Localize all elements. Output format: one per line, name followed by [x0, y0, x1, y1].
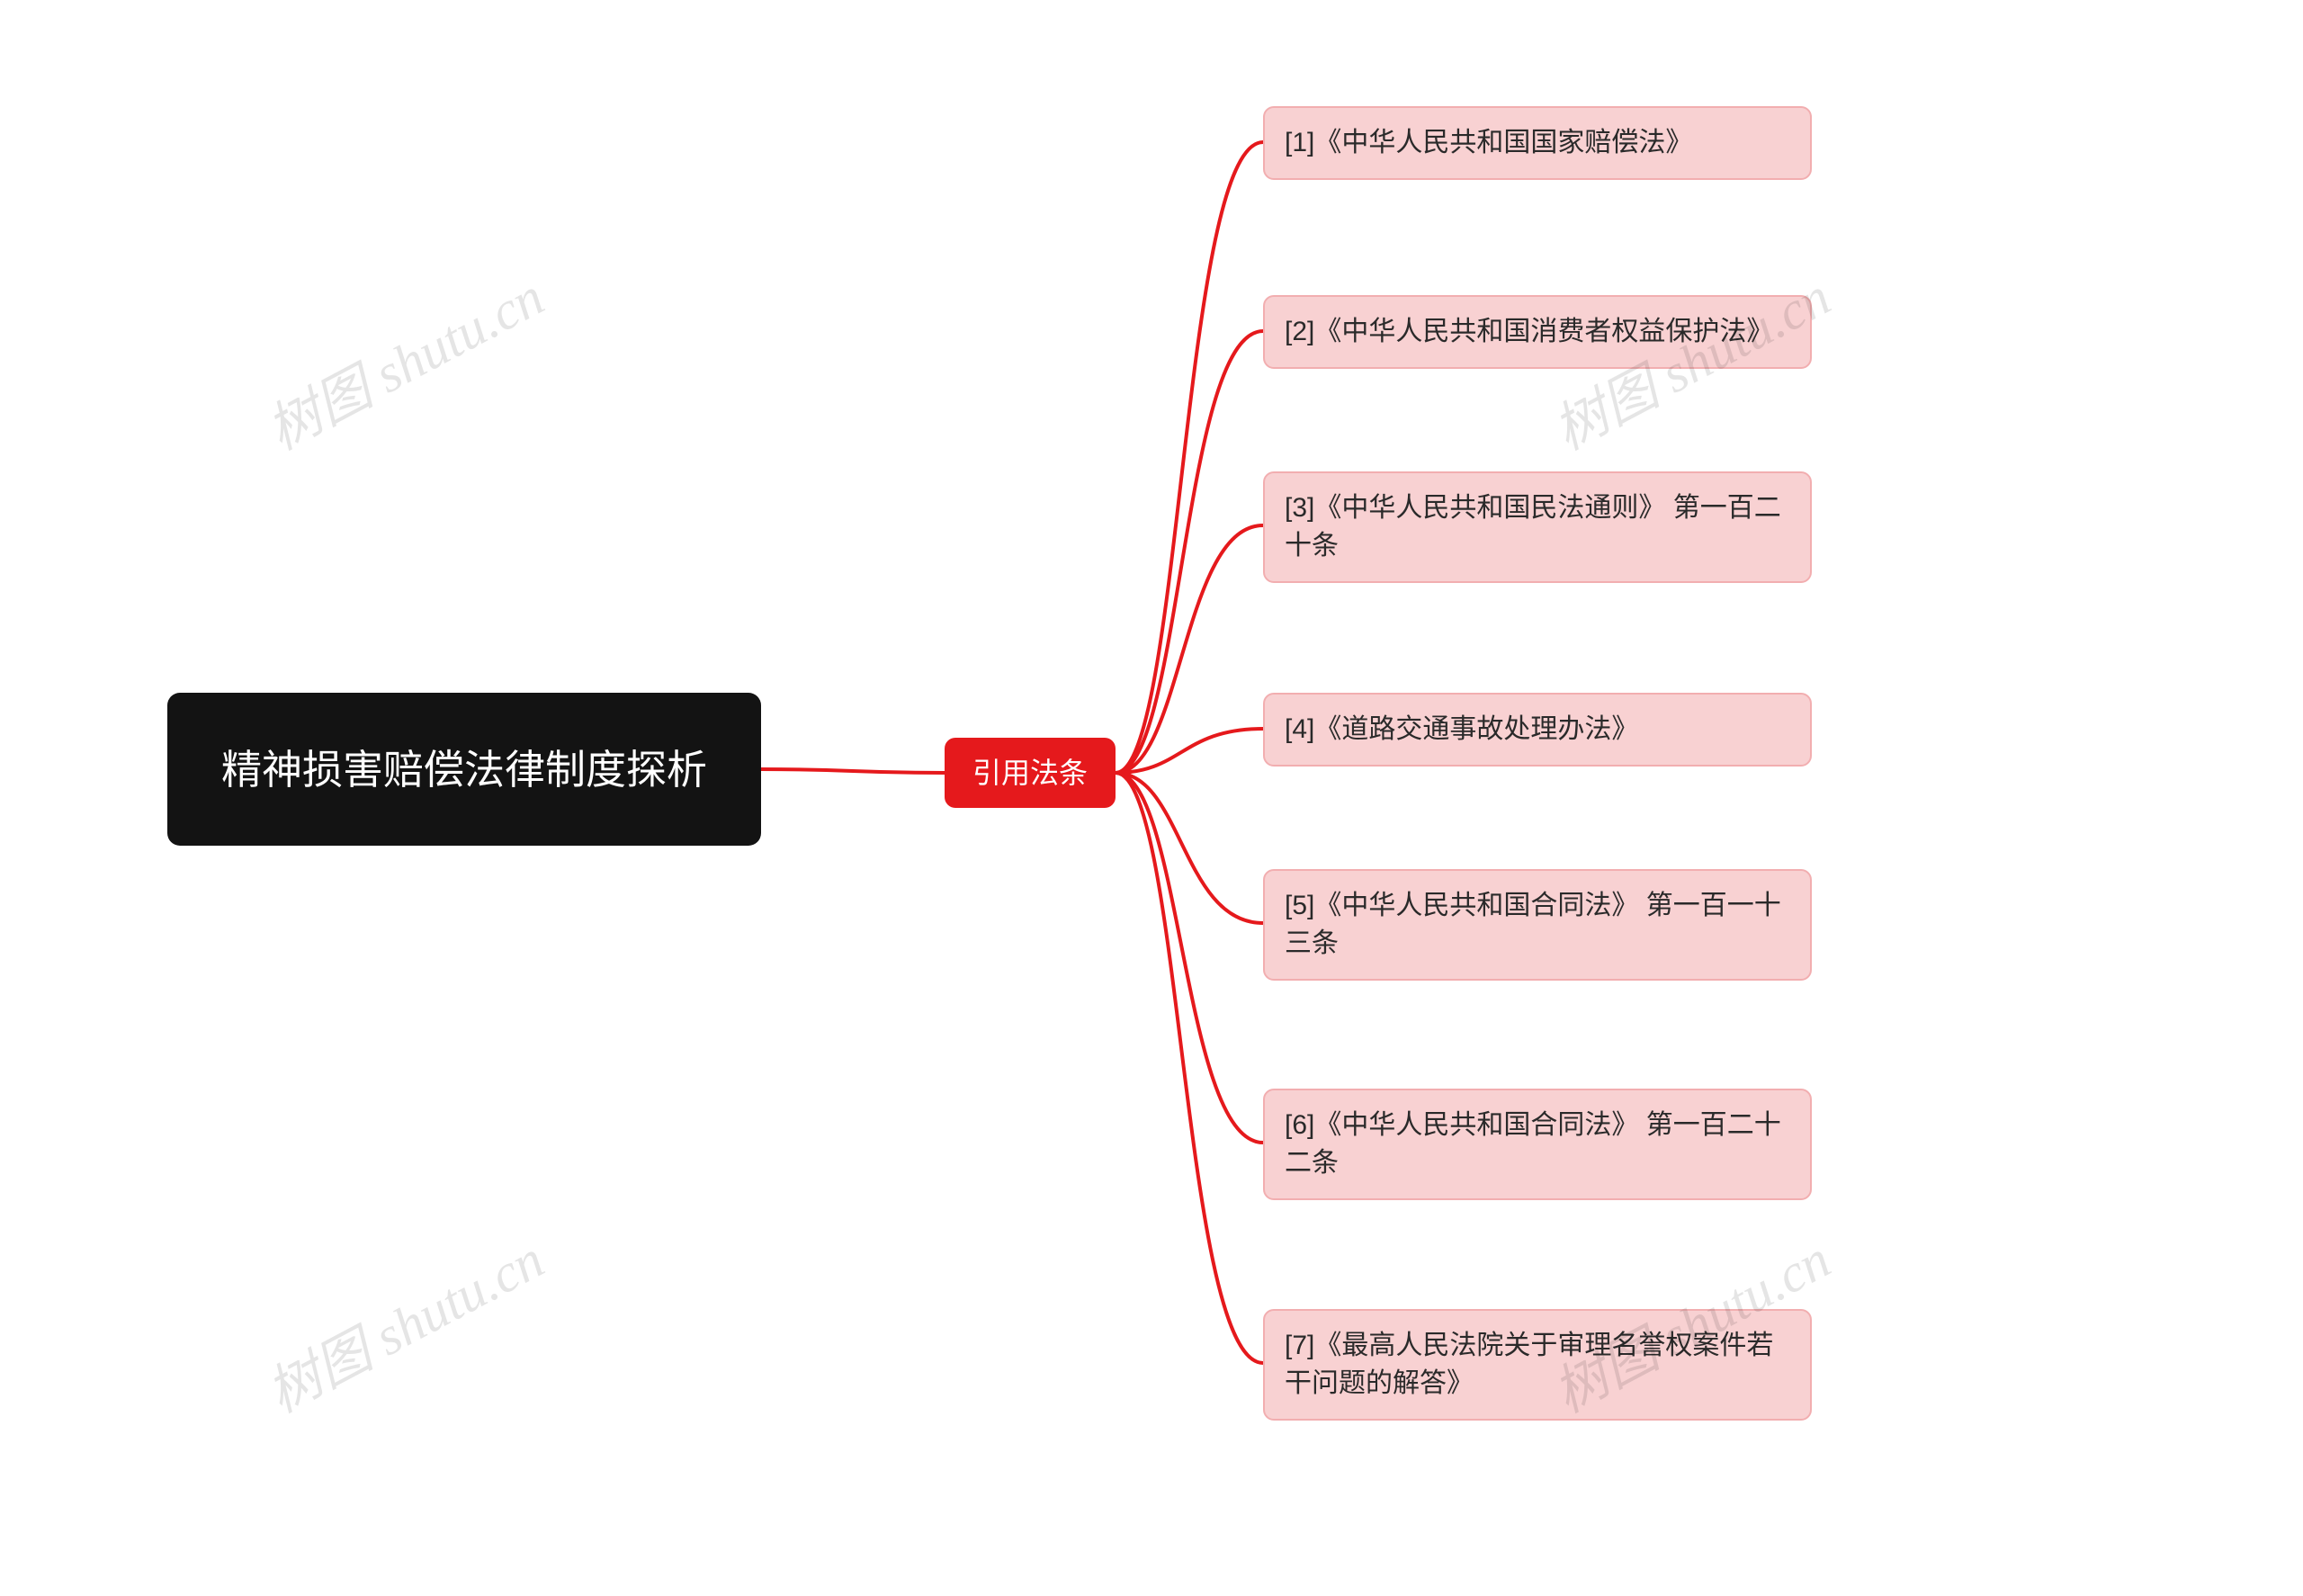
- leaf-label: [2]《中华人民共和国消费者权益保护法》: [1285, 313, 1773, 351]
- leaf-node: [6]《中华人民共和国合同法》 第一百二十二条: [1263, 1089, 1812, 1200]
- leaf-label: [7]《最高人民法院关于审理名誉权案件若干问题的解答》: [1285, 1327, 1790, 1403]
- leaf-node: [1]《中华人民共和国国家赔偿法》: [1263, 106, 1812, 180]
- watermark: 树图 shutu.cn: [251, 1216, 555, 1428]
- branch-node: 引用法条: [945, 738, 1116, 808]
- leaf-label: [5]《中华人民共和国合同法》 第一百一十三条: [1285, 887, 1790, 963]
- mindmap-canvas: 精神损害赔偿法律制度探析 引用法条 [1]《中华人民共和国国家赔偿法》 [2]《中…: [0, 0, 2303, 1596]
- branch-label: 引用法条: [972, 753, 1088, 794]
- leaf-node: [2]《中华人民共和国消费者权益保护法》: [1263, 295, 1812, 369]
- leaf-label: [3]《中华人民共和国民法通则》 第一百二十条: [1285, 489, 1790, 565]
- watermark: 树图 shutu.cn: [251, 254, 555, 465]
- leaf-node: [7]《最高人民法院关于审理名誉权案件若干问题的解答》: [1263, 1309, 1812, 1421]
- leaf-node: [3]《中华人民共和国民法通则》 第一百二十条: [1263, 471, 1812, 583]
- root-node: 精神损害赔偿法律制度探析: [167, 693, 761, 846]
- leaf-node: [4]《道路交通事故处理办法》: [1263, 693, 1812, 767]
- leaf-node: [5]《中华人民共和国合同法》 第一百一十三条: [1263, 869, 1812, 981]
- leaf-label: [4]《道路交通事故处理办法》: [1285, 711, 1638, 749]
- leaf-label: [1]《中华人民共和国国家赔偿法》: [1285, 124, 1692, 162]
- root-label: 精神损害赔偿法律制度探析: [221, 741, 707, 798]
- leaf-label: [6]《中华人民共和国合同法》 第一百二十二条: [1285, 1107, 1790, 1182]
